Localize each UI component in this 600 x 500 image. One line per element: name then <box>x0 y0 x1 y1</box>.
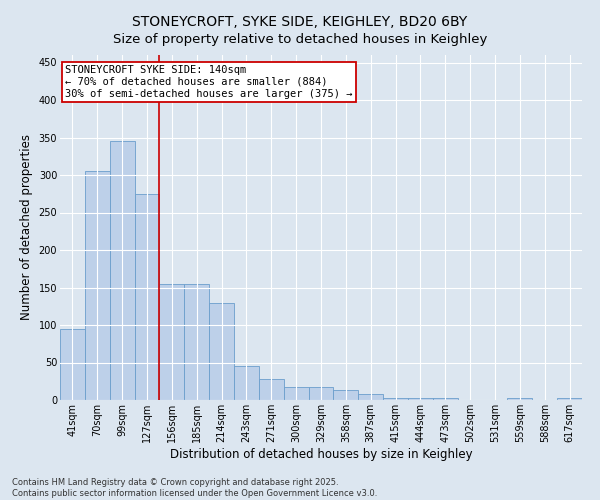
Bar <box>334 390 358 400</box>
Bar <box>160 284 184 400</box>
Text: STONEYCROFT SYKE SIDE: 140sqm
← 70% of detached houses are smaller (884)
30% of : STONEYCROFT SYKE SIDE: 140sqm ← 70% of d… <box>65 66 353 98</box>
Bar <box>358 394 383 400</box>
X-axis label: Distribution of detached houses by size in Keighley: Distribution of detached houses by size … <box>170 448 472 460</box>
Bar <box>259 379 284 400</box>
Bar <box>134 194 160 400</box>
Text: Contains HM Land Registry data © Crown copyright and database right 2025.
Contai: Contains HM Land Registry data © Crown c… <box>12 478 377 498</box>
Bar <box>433 398 458 400</box>
Bar <box>408 398 433 400</box>
Bar <box>383 398 408 400</box>
Bar <box>284 386 308 400</box>
Bar <box>209 302 234 400</box>
Y-axis label: Number of detached properties: Number of detached properties <box>20 134 33 320</box>
Bar <box>308 386 334 400</box>
Bar <box>184 284 209 400</box>
Bar <box>508 398 532 400</box>
Bar <box>234 366 259 400</box>
Bar <box>60 329 85 400</box>
Bar <box>85 171 110 400</box>
Bar <box>557 398 582 400</box>
Bar <box>110 141 134 400</box>
Text: STONEYCROFT, SYKE SIDE, KEIGHLEY, BD20 6BY: STONEYCROFT, SYKE SIDE, KEIGHLEY, BD20 6… <box>133 15 467 29</box>
Text: Size of property relative to detached houses in Keighley: Size of property relative to detached ho… <box>113 32 487 46</box>
